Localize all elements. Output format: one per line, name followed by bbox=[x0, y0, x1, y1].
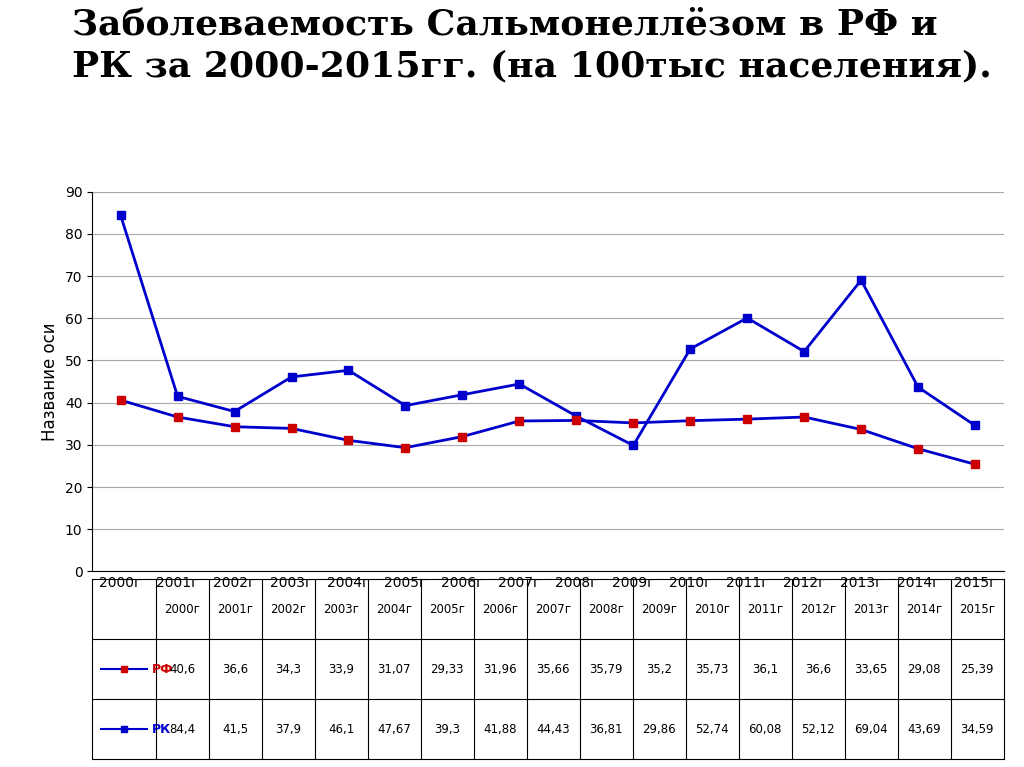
Text: РК: РК bbox=[152, 723, 171, 736]
Text: 41,88: 41,88 bbox=[483, 723, 517, 736]
Text: 36,6: 36,6 bbox=[805, 663, 831, 676]
Text: 2001г: 2001г bbox=[217, 603, 253, 616]
Text: 2003г: 2003г bbox=[324, 603, 359, 616]
Text: Заболеваемость Сальмонеллёзом в РФ и
РК за 2000-2015гг. (на 100тыс населения).: Заболеваемость Сальмонеллёзом в РФ и РК … bbox=[72, 8, 991, 84]
Text: 29,86: 29,86 bbox=[642, 723, 676, 736]
Text: 35,73: 35,73 bbox=[695, 663, 729, 676]
Text: 2000г: 2000г bbox=[165, 603, 201, 616]
Text: 33,65: 33,65 bbox=[854, 663, 888, 676]
Text: 35,66: 35,66 bbox=[537, 663, 570, 676]
Text: 60,08: 60,08 bbox=[749, 723, 782, 736]
Text: 2009г: 2009г bbox=[641, 603, 677, 616]
Text: 69,04: 69,04 bbox=[854, 723, 888, 736]
Text: РФ: РФ bbox=[152, 663, 173, 676]
Text: 2014г: 2014г bbox=[906, 603, 942, 616]
Text: 2008г: 2008г bbox=[588, 603, 625, 616]
Text: 41,5: 41,5 bbox=[222, 723, 249, 736]
Text: 25,39: 25,39 bbox=[961, 663, 993, 676]
Text: 39,3: 39,3 bbox=[434, 723, 461, 736]
Text: 37,9: 37,9 bbox=[275, 723, 301, 736]
Text: 40,6: 40,6 bbox=[169, 663, 196, 676]
Text: 36,1: 36,1 bbox=[752, 663, 778, 676]
Text: 36,81: 36,81 bbox=[590, 723, 623, 736]
Text: 2002г: 2002г bbox=[270, 603, 306, 616]
Text: 47,67: 47,67 bbox=[378, 723, 412, 736]
Text: 2010г: 2010г bbox=[694, 603, 730, 616]
Text: 29,33: 29,33 bbox=[430, 663, 464, 676]
Y-axis label: Название оси: Название оси bbox=[41, 322, 59, 441]
Text: 2007г: 2007г bbox=[536, 603, 571, 616]
Text: 36,6: 36,6 bbox=[222, 663, 249, 676]
Text: 34,59: 34,59 bbox=[961, 723, 993, 736]
Text: 44,43: 44,43 bbox=[537, 723, 570, 736]
Text: 84,4: 84,4 bbox=[169, 723, 196, 736]
Text: 2011г: 2011г bbox=[748, 603, 783, 616]
Text: 2006г: 2006г bbox=[482, 603, 518, 616]
Text: 2015г: 2015г bbox=[959, 603, 995, 616]
Text: 2013г: 2013г bbox=[853, 603, 889, 616]
Text: 31,96: 31,96 bbox=[483, 663, 517, 676]
Text: 2004г: 2004г bbox=[377, 603, 413, 616]
Text: 2005г: 2005г bbox=[429, 603, 465, 616]
Text: 46,1: 46,1 bbox=[329, 723, 354, 736]
Text: 2012г: 2012г bbox=[800, 603, 837, 616]
Text: 35,2: 35,2 bbox=[646, 663, 672, 676]
Text: 31,07: 31,07 bbox=[378, 663, 411, 676]
Text: 29,08: 29,08 bbox=[907, 663, 941, 676]
Text: 34,3: 34,3 bbox=[275, 663, 301, 676]
Text: 33,9: 33,9 bbox=[329, 663, 354, 676]
Text: 52,12: 52,12 bbox=[802, 723, 835, 736]
Text: 35,79: 35,79 bbox=[590, 663, 623, 676]
Text: 43,69: 43,69 bbox=[907, 723, 941, 736]
Text: 52,74: 52,74 bbox=[695, 723, 729, 736]
